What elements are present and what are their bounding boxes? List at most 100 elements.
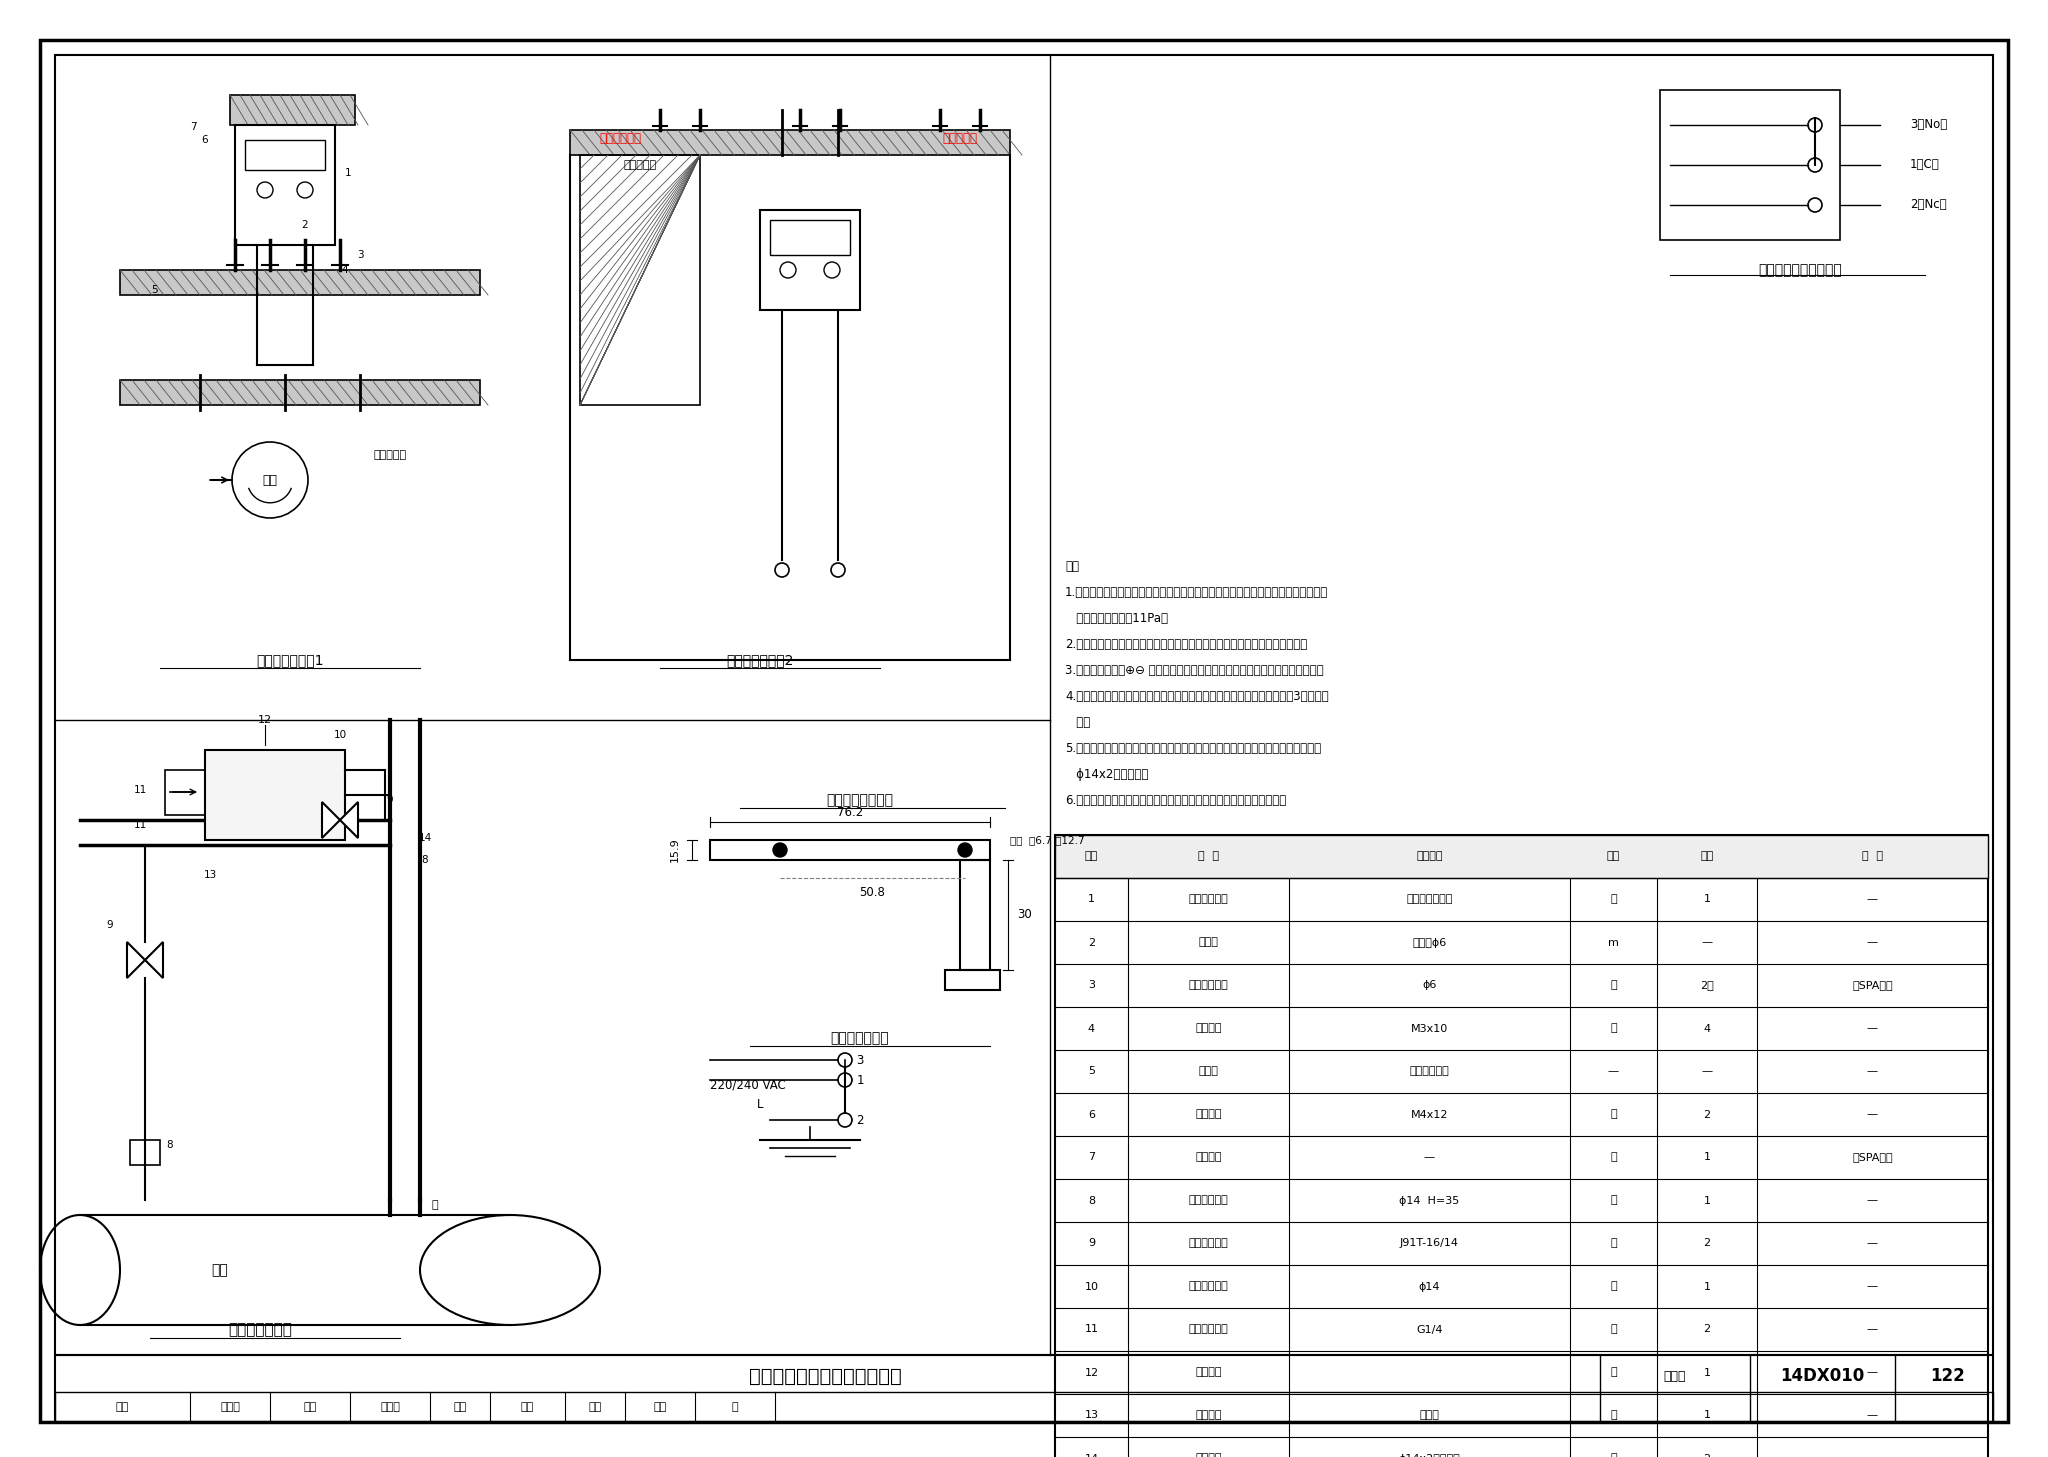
Text: —: — — [1702, 1067, 1712, 1077]
Text: —: — — [1868, 1410, 1878, 1421]
Text: 压力开关: 压力开关 — [1196, 1368, 1223, 1377]
Text: 3: 3 — [856, 1053, 864, 1067]
Text: 套: 套 — [1610, 1368, 1616, 1377]
Text: 示的标定值偏差为11Pa。: 示的标定值偏差为11Pa。 — [1065, 612, 1167, 625]
Text: 安装支架: 安装支架 — [1196, 1152, 1223, 1163]
Polygon shape — [322, 801, 340, 838]
Text: —: — — [1868, 1109, 1878, 1119]
Text: 苦展: 苦展 — [588, 1402, 602, 1412]
Text: 11: 11 — [1085, 1324, 1098, 1335]
Text: —: — — [1868, 1324, 1878, 1335]
Bar — [1055, 835, 1989, 1457]
Text: —: — — [1868, 1196, 1878, 1205]
Text: M4x12: M4x12 — [1411, 1109, 1448, 1119]
Text: 套: 套 — [1610, 895, 1616, 905]
Text: 空调机内部: 空调机内部 — [942, 131, 977, 144]
Text: 220/240 VAC: 220/240 VAC — [711, 1078, 786, 1091]
Text: 50.8: 50.8 — [858, 886, 885, 899]
Text: 14: 14 — [1085, 1454, 1098, 1457]
Text: 管道: 管道 — [211, 1263, 229, 1276]
Text: 由工程设计确定: 由工程设计确定 — [1407, 895, 1452, 905]
Text: 3: 3 — [1087, 981, 1096, 991]
Text: 套: 套 — [1610, 1152, 1616, 1163]
Text: 数量: 数量 — [1700, 851, 1714, 861]
Text: 11: 11 — [133, 820, 147, 830]
Bar — [166, 769, 205, 814]
Text: —: — — [1608, 1067, 1620, 1077]
Bar — [55, 1391, 1993, 1422]
Text: 14: 14 — [418, 833, 432, 844]
Text: 2: 2 — [856, 1113, 864, 1126]
Text: 76.2: 76.2 — [838, 806, 862, 819]
Text: 个: 个 — [1610, 1324, 1616, 1335]
Text: 1: 1 — [1704, 1196, 1710, 1205]
Text: 个: 个 — [1610, 1023, 1616, 1033]
Text: —: — — [1868, 1282, 1878, 1291]
Text: 3: 3 — [356, 251, 362, 259]
Text: —: — — [1868, 937, 1878, 947]
Bar — [1661, 90, 1839, 240]
Bar — [711, 841, 989, 860]
Text: 2: 2 — [1704, 1109, 1710, 1119]
Text: 压差传感器、压力开关安装图: 压差传感器、压力开关安装图 — [750, 1367, 901, 1386]
Text: 配套件: 配套件 — [1419, 1410, 1440, 1421]
Text: 随SPA供货: 随SPA供货 — [1851, 1152, 1892, 1163]
Text: 9: 9 — [106, 919, 113, 930]
Text: 2: 2 — [301, 220, 309, 230]
Bar — [961, 860, 989, 970]
Text: 设计: 设计 — [520, 1402, 535, 1412]
Text: 8: 8 — [1087, 1196, 1096, 1205]
Text: 5: 5 — [152, 286, 158, 294]
Text: 制图: 制图 — [453, 1402, 467, 1412]
Text: 个: 个 — [1610, 1410, 1616, 1421]
Text: 10: 10 — [1085, 1282, 1098, 1291]
Text: 风机: 风机 — [262, 474, 276, 487]
Text: 压力开关安装图: 压力开关安装图 — [227, 1323, 293, 1338]
Text: 1: 1 — [344, 168, 352, 178]
Text: 备  注: 备 注 — [1862, 851, 1882, 861]
Text: 2.空气压差开关导气塑料管长度应留有一定弧度，防止弯曲时堵塞空气流通。: 2.空气压差开关导气塑料管长度应留有一定弧度，防止弯曲时堵塞空气流通。 — [1065, 638, 1307, 651]
Text: 1: 1 — [1704, 1410, 1710, 1421]
Text: —: — — [1868, 1454, 1878, 1457]
Polygon shape — [145, 943, 164, 978]
Text: 压差传感器方案2: 压差传感器方案2 — [727, 653, 795, 667]
Text: —: — — [1868, 1067, 1878, 1077]
Text: 导气管: 导气管 — [1198, 937, 1219, 947]
Text: 14DX010: 14DX010 — [1780, 1367, 1864, 1386]
Text: 12: 12 — [258, 715, 272, 726]
Bar — [569, 130, 1010, 154]
Text: ϕ14x2无缝钢管: ϕ14x2无缝钢管 — [1399, 1454, 1460, 1457]
Text: 套: 套 — [1610, 981, 1616, 991]
Text: 密封胶: 密封胶 — [1198, 1067, 1219, 1077]
Text: 6.连接钢管处须周支撑固定，压力开关传感器安装在无振动的支柒上。: 6.连接钢管处须周支撑固定，压力开关传感器安装在无振动的支柒上。 — [1065, 794, 1286, 807]
Text: 压力开关接线图: 压力开关接线图 — [831, 1032, 889, 1045]
Bar — [55, 55, 1993, 1355]
Text: 8: 8 — [166, 1139, 174, 1150]
Text: 空调机内部: 空调机内部 — [373, 450, 408, 460]
Text: 7: 7 — [1087, 1152, 1096, 1163]
Text: 2（Nc）: 2（Nc） — [1911, 198, 1948, 211]
Text: —: — — [1868, 1238, 1878, 1249]
Text: 压力开关安装支架: 压力开关安装支架 — [827, 793, 893, 807]
Bar — [580, 154, 700, 405]
Text: 5: 5 — [1087, 1067, 1096, 1077]
Text: 1: 1 — [1704, 895, 1710, 905]
Text: 塑料管ϕ6: 塑料管ϕ6 — [1413, 937, 1446, 947]
Text: 1.空气压差开关取样口宜垂直安装，如果水平安装，则动作压力与复位压力相比所显: 1.空气压差开关取样口宜垂直安装，如果水平安装，则动作压力与复位压力相比所显 — [1065, 586, 1329, 599]
Text: 图集号: 图集号 — [1663, 1370, 1686, 1383]
Text: —: — — [1702, 937, 1712, 947]
Text: 1（C）: 1（C） — [1911, 159, 1939, 172]
Bar — [55, 1355, 1993, 1422]
Text: 6: 6 — [201, 136, 209, 146]
Text: 页: 页 — [731, 1402, 739, 1412]
Bar — [760, 210, 860, 310]
Text: 随SPA供货: 随SPA供货 — [1851, 981, 1892, 991]
Text: 径。: 径。 — [1065, 715, 1090, 728]
Text: ϕ6: ϕ6 — [1421, 981, 1438, 991]
Text: 两孔  宽6.7 长12.7: 两孔 宽6.7 长12.7 — [1010, 835, 1085, 845]
Text: 10: 10 — [334, 730, 346, 740]
Text: M3x10: M3x10 — [1411, 1023, 1448, 1033]
Text: 王向东: 王向东 — [219, 1402, 240, 1412]
Text: G1/4: G1/4 — [1417, 1324, 1442, 1335]
Text: 122: 122 — [1931, 1367, 1966, 1386]
